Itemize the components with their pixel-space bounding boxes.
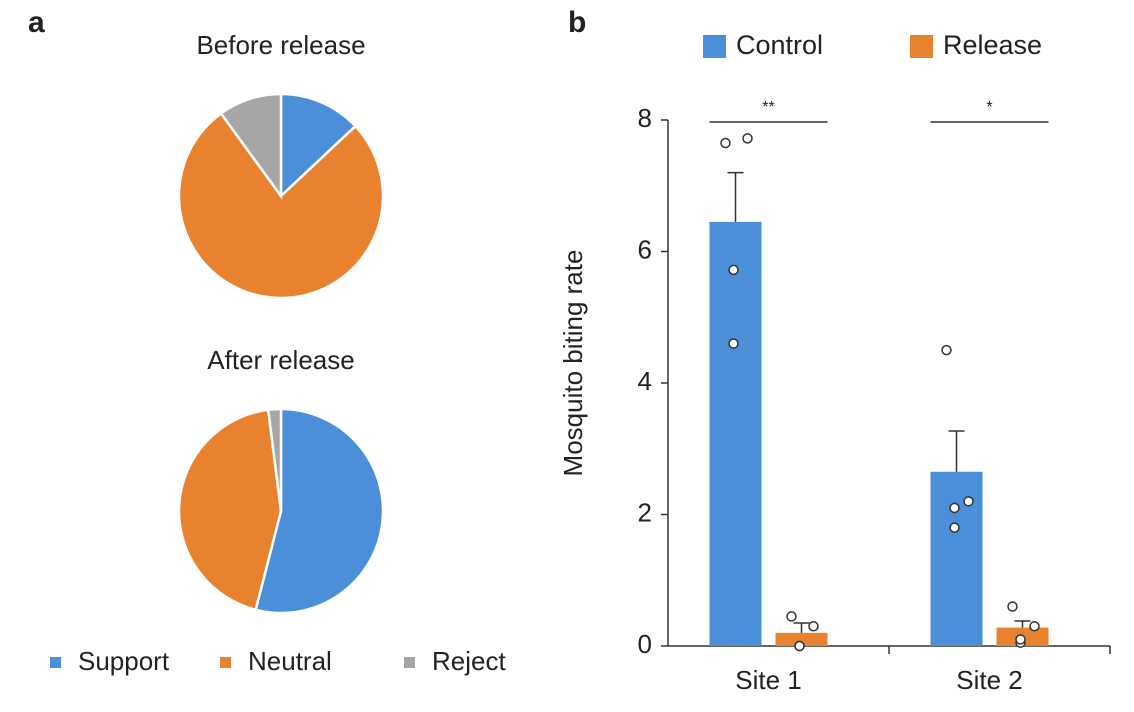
legend-label: Release (943, 30, 1042, 60)
data-point (728, 338, 739, 349)
pie-slice (177, 111, 385, 300)
y-tick-label: 2 (638, 497, 652, 527)
data-point (1029, 621, 1040, 632)
legend-swatch (220, 657, 231, 668)
pie-slice (266, 407, 283, 512)
legend-label: Neutral (248, 646, 332, 676)
significance-label: * (986, 99, 992, 116)
pie-slice (219, 92, 283, 200)
legend-swatch (910, 35, 933, 58)
error-bar (727, 171, 744, 222)
pie-slice (177, 408, 283, 612)
x-tick-label: Site 1 (735, 665, 802, 695)
y-tick-label: 4 (638, 366, 652, 396)
legend-label: Control (736, 30, 823, 60)
error-bar (948, 430, 965, 472)
x-tick-label: Site 2 (956, 665, 1023, 695)
bar (930, 471, 983, 646)
data-point (742, 133, 753, 144)
bar (709, 221, 762, 646)
data-point (786, 611, 797, 622)
pie-slice (254, 407, 385, 615)
data-point (720, 137, 731, 149)
data-point (794, 640, 805, 652)
legend-label: Support (78, 646, 170, 676)
y-tick-label: 6 (638, 234, 652, 264)
pie-title: After release (207, 345, 354, 375)
pie-title: Before release (196, 30, 365, 60)
legend-swatch (50, 657, 61, 668)
panel-label: b (568, 6, 586, 39)
error-bar (793, 622, 810, 633)
data-point (949, 502, 960, 514)
y-tick-label: 8 (638, 103, 652, 133)
y-tick-label: 0 (638, 629, 652, 659)
data-point (1007, 601, 1018, 612)
legend-swatch (404, 657, 415, 668)
y-axis-label: Mosquito biting rate (558, 250, 588, 477)
significance-label: ** (762, 99, 774, 116)
error-bar (1014, 620, 1031, 628)
panel-label: a (28, 6, 45, 39)
data-point (941, 344, 952, 356)
data-point (728, 264, 739, 276)
data-point (808, 621, 819, 632)
legend-swatch (703, 35, 726, 58)
data-point (963, 496, 974, 507)
data-point (949, 522, 960, 533)
pie-slice (279, 92, 358, 199)
bar (775, 632, 828, 646)
legend-label: Reject (432, 646, 506, 676)
data-point (1015, 634, 1026, 645)
